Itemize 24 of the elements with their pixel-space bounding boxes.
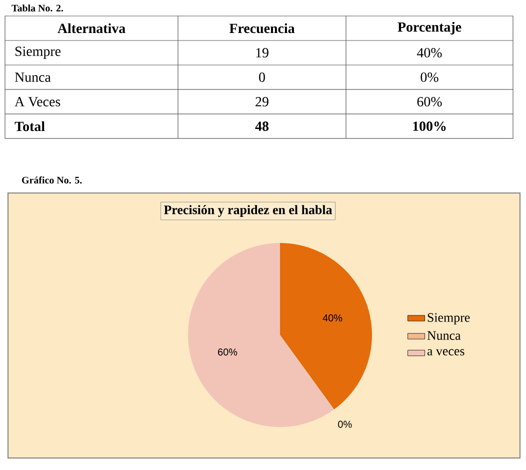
text: Porcentaje (398, 22, 462, 35)
legend-label: Siempre (428, 313, 470, 325)
text: 19 (256, 48, 268, 58)
legend-label: Nunca (427, 331, 461, 340)
chart-title: Precisión y rapidez en el habla (164, 205, 332, 217)
text: 40% (416, 48, 442, 58)
data-label: 40% (322, 314, 342, 322)
text: Frecuencia (229, 23, 295, 34)
text: Gráfico No. 5. (22, 176, 82, 184)
legend-label: a veces (427, 349, 464, 356)
text: Tabla No. 2. (12, 4, 64, 12)
text: 0 (259, 72, 265, 82)
data-label: 60% (218, 348, 238, 356)
text: Nunca (14, 72, 51, 82)
text: Alternativa (58, 23, 126, 34)
text: Total (14, 121, 45, 132)
text: 48 (255, 122, 269, 131)
text: A Veces (14, 97, 60, 106)
text: 60% (417, 97, 442, 106)
text: 100% (413, 122, 446, 131)
text: Siempre (15, 46, 61, 59)
text: 29 (256, 97, 268, 106)
text: 0% (420, 72, 438, 82)
text: 0% (338, 420, 352, 428)
